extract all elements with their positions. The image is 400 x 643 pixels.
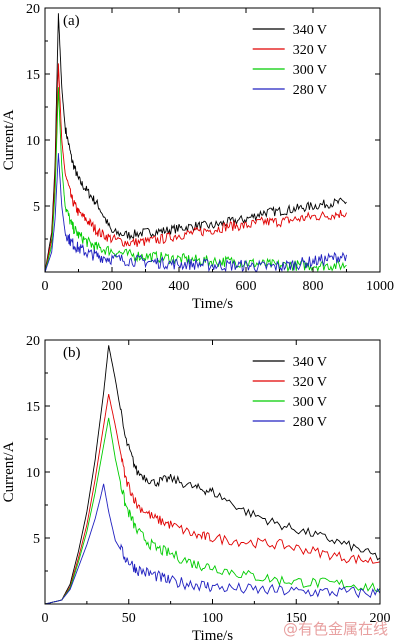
x-tick-label: 600 <box>236 279 257 294</box>
series-line-340v <box>44 13 347 273</box>
legend-label: 340 V <box>293 23 327 38</box>
legend-label: 300 V <box>293 395 327 410</box>
y-tick-label: 20 <box>26 2 40 17</box>
legend-label: 340 V <box>293 355 327 370</box>
legend-label: 320 V <box>293 43 327 58</box>
x-tick-label: 150 <box>286 611 307 626</box>
x-tick-label: 200 <box>370 611 391 626</box>
x-tick-label: 800 <box>303 279 324 294</box>
x-tick-label: 0 <box>42 279 49 294</box>
y-tick-label: 15 <box>26 68 40 83</box>
legend-label: 320 V <box>293 375 327 390</box>
series-line-300v <box>44 87 347 273</box>
legend-label: 300 V <box>293 63 327 78</box>
watermark-text: @有色金属在线 <box>282 620 388 638</box>
y-tick-label: 10 <box>26 134 40 149</box>
y-axis-title: Current/A <box>1 109 17 170</box>
y-tick-label: 5 <box>33 532 40 547</box>
series-line-320v <box>44 394 381 605</box>
x-tick-label: 1000 <box>366 279 394 294</box>
panel-label: (a) <box>63 13 80 29</box>
y-tick-label: 20 <box>26 334 40 349</box>
x-tick-label: 0 <box>42 611 49 626</box>
x-axis-title: Time/s <box>192 296 233 312</box>
plot-frame <box>44 339 381 605</box>
chart-panel-0: 0 200 400 600 800 1000 5 10 15 20 Time/s Current/A (… <box>1 2 394 312</box>
legend-label: 280 V <box>293 415 327 430</box>
y-tick-label: 5 <box>33 200 40 215</box>
series-line-300v <box>44 417 381 605</box>
x-axis-title: Time/s <box>192 628 233 643</box>
series-line-280v <box>44 153 347 273</box>
x-tick-label: 50 <box>122 611 136 626</box>
y-tick-label: 15 <box>26 400 40 415</box>
y-tick-label: 10 <box>26 466 40 481</box>
legend-label: 280 V <box>293 83 327 98</box>
chart-panel-1: 0 50 100 150 200 5 10 15 20 Time/s Current/A (b) 340… <box>1 334 391 643</box>
x-tick-label: 200 <box>102 279 123 294</box>
panel-label: (b) <box>63 345 81 361</box>
series-line-320v <box>44 63 347 273</box>
x-tick-label: 100 <box>202 611 223 626</box>
x-tick-label: 400 <box>169 279 190 294</box>
series-line-280v <box>44 483 381 605</box>
y-axis-title: Current/A <box>1 441 17 502</box>
series-line-340v <box>44 345 381 605</box>
